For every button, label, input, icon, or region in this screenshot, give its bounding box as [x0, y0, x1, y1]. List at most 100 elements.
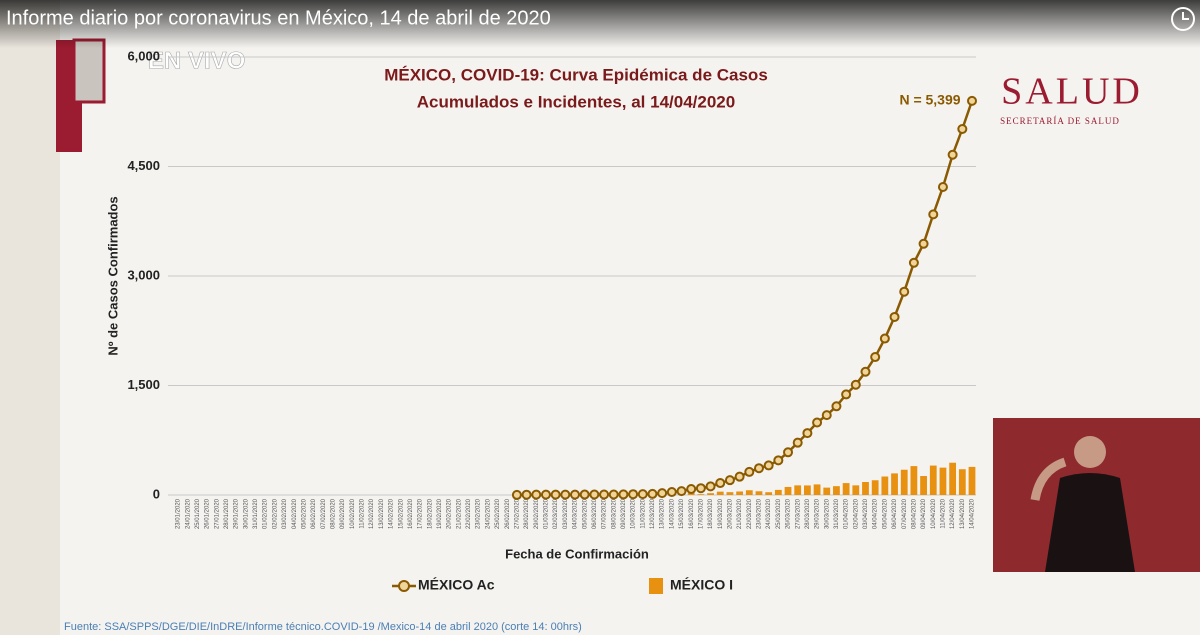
- x-tick-label: 29/01/2020: [234, 498, 240, 529]
- x-tick-label: 02/03/2020: [553, 498, 559, 529]
- bar: [765, 492, 773, 495]
- x-tick-label: 11/02/2020: [360, 498, 366, 528]
- x-tick-label: 30/01/2020: [243, 498, 249, 529]
- x-tick-label: 13/02/2020: [379, 498, 385, 529]
- bar: [871, 480, 879, 495]
- x-tick-label: 30/03/2020: [824, 498, 830, 529]
- y-tick-label: 4,500: [127, 158, 160, 173]
- point: [686, 484, 697, 495]
- bar: [842, 483, 850, 495]
- x-tick-label: 26/03/2020: [786, 498, 792, 529]
- x-tick-label: 04/02/2020: [292, 498, 298, 529]
- point: [599, 489, 610, 500]
- x-tick-label: 22/02/2020: [466, 498, 472, 529]
- x-tick-label: 05/02/2020: [301, 498, 307, 529]
- x-tick-label: 26/01/2020: [205, 498, 211, 529]
- point: [870, 352, 881, 363]
- point: [879, 333, 890, 344]
- logo-title: SALUD: [1001, 71, 1143, 113]
- x-tick-label: 28/02/2020: [524, 498, 530, 529]
- point: [889, 311, 900, 322]
- point: [763, 460, 774, 471]
- bar: [716, 491, 724, 495]
- bar: [784, 486, 792, 495]
- point: [676, 486, 687, 497]
- x-tick-label: 18/03/2020: [708, 498, 714, 529]
- x-tick-label: 05/04/2020: [882, 498, 888, 529]
- x-tick-label: 14/04/2020: [970, 498, 976, 529]
- bar: [929, 465, 937, 495]
- bar: [707, 493, 714, 495]
- x-tick-label: 11/04/2020: [941, 498, 947, 528]
- bar: [726, 492, 734, 495]
- x-tick-label: 15/02/2020: [398, 498, 404, 529]
- x-tick-label: 24/02/2020: [485, 498, 491, 529]
- point: [899, 286, 910, 297]
- x-tick-label: 18/02/2020: [427, 498, 433, 529]
- x-tick-label: 12/03/2020: [650, 498, 656, 529]
- legend-marker: [649, 578, 663, 594]
- point: [540, 489, 551, 500]
- bar: [968, 466, 976, 495]
- point: [550, 489, 561, 500]
- point: [608, 489, 619, 500]
- x-tick-label: 08/04/2020: [911, 498, 917, 529]
- chart-title: MÉXICO, COVID-19: Curva Epidémica de Cas…: [384, 65, 768, 84]
- y-tick-label: 3,000: [127, 267, 160, 282]
- x-tick-label: 16/02/2020: [408, 498, 414, 529]
- x-tick-label: 26/02/2020: [505, 498, 511, 529]
- point: [850, 379, 861, 390]
- header-title: Informe diario por coronavirus en México…: [6, 7, 551, 29]
- x-tick-label: 23/03/2020: [757, 498, 763, 529]
- clock-icon[interactable]: [1171, 7, 1195, 31]
- point: [637, 489, 648, 500]
- point: [724, 475, 735, 486]
- x-tick-label: 02/04/2020: [853, 498, 859, 529]
- x-tick-label: 08/02/2020: [331, 498, 337, 529]
- point: [821, 410, 832, 421]
- point: [753, 463, 764, 474]
- x-tick-label: 10/04/2020: [931, 498, 937, 529]
- x-tick-label: 16/03/2020: [689, 498, 695, 529]
- x-tick-label: 01/02/2020: [263, 498, 269, 529]
- x-tick-label: 07/02/2020: [321, 498, 327, 529]
- point: [570, 489, 580, 500]
- point: [511, 489, 522, 500]
- point: [531, 489, 542, 500]
- x-tick-label: 01/04/2020: [844, 498, 850, 529]
- point: [928, 209, 939, 220]
- x-tick-label: 27/03/2020: [795, 498, 801, 529]
- bar: [852, 485, 860, 495]
- y-tick-label: 0: [153, 486, 160, 501]
- logo-m: [72, 38, 106, 104]
- point: [715, 478, 726, 489]
- point: [831, 401, 842, 412]
- point: [908, 257, 919, 268]
- point: [967, 95, 977, 106]
- chart-subtitle: Acumulados e Incidentes, al 14/04/2020: [417, 92, 735, 111]
- x-tick-label: 31/01/2020: [253, 498, 259, 529]
- point: [744, 466, 755, 477]
- point: [773, 455, 784, 466]
- x-tick-label: 24/01/2020: [185, 498, 191, 529]
- point: [705, 481, 716, 492]
- point: [628, 489, 639, 500]
- x-tick-label: 19/02/2020: [437, 498, 443, 529]
- x-tick-label: 21/02/2020: [456, 498, 462, 529]
- x-tick-label: 12/04/2020: [950, 498, 956, 529]
- point: [579, 489, 590, 500]
- x-tick-label: 11/03/2020: [640, 498, 646, 528]
- x-tick-label: 21/03/2020: [737, 498, 743, 529]
- point: [783, 447, 794, 458]
- x-tick-label: 10/03/2020: [631, 498, 637, 529]
- y-tick-label: 1,500: [127, 377, 160, 392]
- x-tick-label: 09/04/2020: [921, 498, 927, 529]
- x-tick-label: 25/03/2020: [776, 498, 782, 529]
- point: [918, 238, 929, 249]
- bar: [920, 476, 927, 495]
- bar: [949, 462, 957, 495]
- x-tick-label: 10/02/2020: [350, 498, 356, 529]
- interpreter-box: [993, 418, 1200, 572]
- clock-hands: [1182, 12, 1189, 20]
